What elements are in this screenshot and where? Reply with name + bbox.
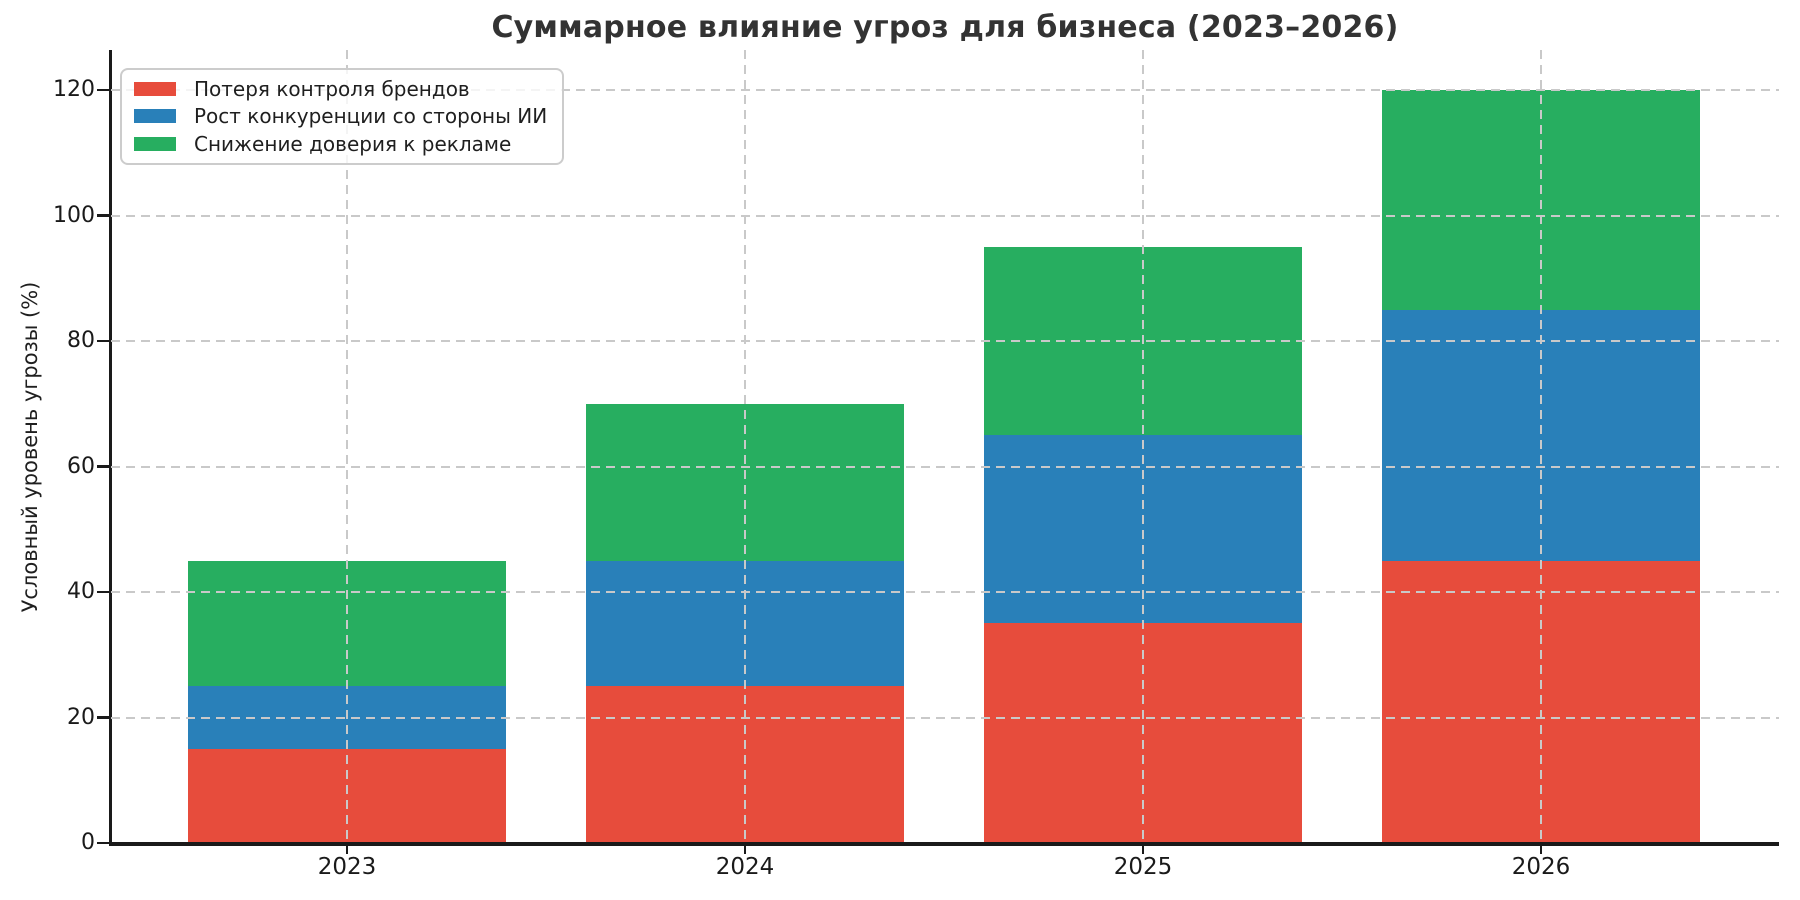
legend-row-s2: Снижение доверия к рекламе <box>134 132 550 156</box>
x-tick-mark-2024 <box>743 845 747 854</box>
y-axis-spine <box>109 50 112 844</box>
y-tick-mark-80 <box>97 339 110 343</box>
legend-label-s0: Потеря контроля брендов <box>194 76 470 101</box>
x-tick-label-2026: 2026 <box>1511 854 1571 880</box>
legend-row-s1: Рост конкуренции со стороны ИИ <box>134 104 550 128</box>
x-tick-mark-2023 <box>345 845 349 854</box>
h-gridline-100 <box>111 214 1779 217</box>
y-tick-mark-60 <box>97 465 110 468</box>
y-tick-label-40: 40 <box>67 579 95 604</box>
h-gridline-120 <box>111 89 1779 91</box>
plot-area <box>111 50 1779 843</box>
legend-swatch-s2 <box>134 137 176 152</box>
legend: Потеря контроля брендов Рост конкуренции … <box>120 68 564 165</box>
v-gridline-2023 <box>346 50 348 843</box>
x-tick-mark-2026 <box>1539 845 1543 854</box>
x-tick-label-2023: 2023 <box>317 854 377 880</box>
y-tick-label-100: 100 <box>53 202 95 228</box>
v-gridline-2026 <box>1540 50 1542 843</box>
h-gridline-40 <box>111 591 1779 593</box>
y-tick-label-60: 60 <box>67 453 95 479</box>
y-tick-mark-40 <box>97 590 110 594</box>
y-tick-label-120: 120 <box>53 77 95 102</box>
v-gridline-2025 <box>1142 50 1144 843</box>
y-tick-mark-0 <box>97 841 110 845</box>
y-tick-label-0: 0 <box>81 830 95 855</box>
v-gridline-2024 <box>744 50 746 843</box>
x-tick-label-2024: 2024 <box>715 854 775 880</box>
x-axis-spine <box>109 842 1779 846</box>
y-tick-label-80: 80 <box>67 328 95 353</box>
h-gridline-20 <box>111 716 1779 719</box>
legend-label-s1: Рост конкуренции со стороны ИИ <box>194 104 548 129</box>
legend-swatch-s1 <box>134 109 176 124</box>
chart-title: Суммарное влияние угроз для бизнеса (202… <box>491 10 1399 45</box>
y-tick-label-20: 20 <box>67 704 95 730</box>
legend-row-s0: Потеря контроля брендов <box>134 77 550 101</box>
legend-label-s2: Снижение доверия к рекламе <box>194 132 512 157</box>
h-gridline-80 <box>111 340 1779 342</box>
y-tick-mark-100 <box>97 214 110 217</box>
x-tick-label-2025: 2025 <box>1113 854 1173 880</box>
x-tick-mark-2025 <box>1141 845 1145 854</box>
y-tick-mark-20 <box>97 716 110 719</box>
h-gridline-60 <box>111 465 1779 468</box>
legend-swatch-s0 <box>134 81 176 96</box>
y-tick-mark-120 <box>97 88 110 92</box>
